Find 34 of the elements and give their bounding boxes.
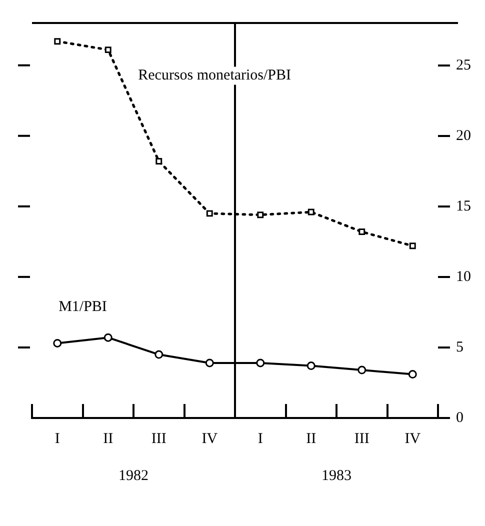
point xyxy=(154,350,164,359)
y-tick-label: 15 xyxy=(456,198,471,214)
point xyxy=(408,370,417,379)
point xyxy=(257,212,264,218)
point xyxy=(54,38,61,45)
x-tick-label: I xyxy=(54,430,60,447)
point xyxy=(156,158,162,164)
point xyxy=(104,333,112,342)
x-tick-label: IV xyxy=(404,430,421,447)
x-tick-label: II xyxy=(103,430,114,447)
x-tick-label: IV xyxy=(202,430,218,447)
y-tick-label: 25 xyxy=(456,57,471,74)
point xyxy=(306,362,316,370)
y-tick-label: 20 xyxy=(456,128,471,144)
point xyxy=(308,208,314,216)
series-label: M1/PBI xyxy=(58,299,107,316)
x-tick-label: I xyxy=(258,430,263,447)
point xyxy=(104,46,112,54)
point xyxy=(205,358,214,368)
series-label: Recursos monetarios/PBI xyxy=(138,68,292,84)
x-tick-label: II xyxy=(306,430,316,447)
x-tick-label: III xyxy=(151,430,166,447)
point xyxy=(206,210,213,217)
point xyxy=(53,338,62,348)
text: 1983 xyxy=(322,468,352,484)
point xyxy=(358,228,366,236)
y-tick-label: 0 xyxy=(456,410,464,426)
point xyxy=(409,242,416,250)
y-tick-label: 10 xyxy=(456,268,471,285)
point xyxy=(358,366,366,374)
y-tick-label: 5 xyxy=(456,339,464,356)
point xyxy=(256,358,265,368)
x-tick-label: III xyxy=(354,430,370,447)
text: 1982 xyxy=(118,468,148,484)
